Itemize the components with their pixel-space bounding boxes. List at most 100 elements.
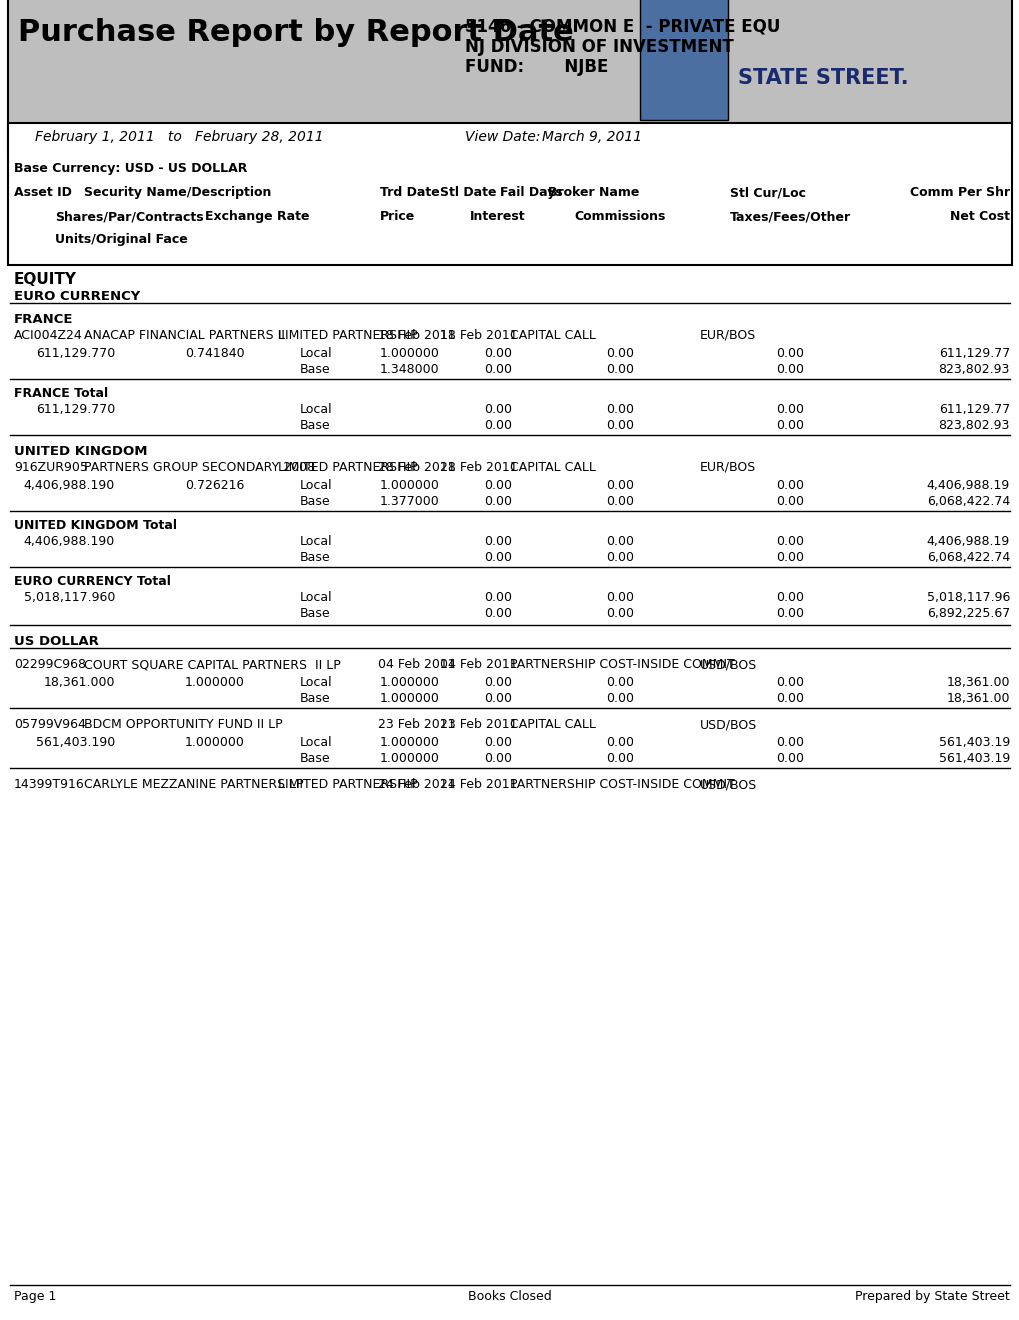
Text: LIMITED PARTNERSHIP: LIMITED PARTNERSHIP	[278, 329, 417, 342]
Text: Page 1: Page 1	[14, 1290, 56, 1303]
Text: February 1, 2011   to   February 28, 2011: February 1, 2011 to February 28, 2011	[35, 129, 323, 144]
Text: EQUITY: EQUITY	[14, 272, 76, 286]
Text: 18,361.000: 18,361.000	[44, 676, 115, 689]
Text: 0.00: 0.00	[775, 591, 803, 605]
Text: STATE STREET.: STATE STREET.	[738, 69, 908, 88]
Text: 04 Feb 2011: 04 Feb 2011	[439, 657, 517, 671]
Text: View Date:: View Date:	[465, 129, 540, 144]
Text: 823,802.93: 823,802.93	[937, 418, 1009, 432]
Text: 18,361.00: 18,361.00	[946, 692, 1009, 705]
Text: Base: Base	[300, 752, 330, 766]
Text: 1.377000: 1.377000	[380, 495, 439, 508]
Text: Local: Local	[300, 479, 332, 492]
Text: Net Cost: Net Cost	[949, 210, 1009, 223]
Text: 0.00: 0.00	[484, 752, 512, 766]
Text: EURO CURRENCY Total: EURO CURRENCY Total	[14, 576, 171, 587]
Text: 0.00: 0.00	[775, 363, 803, 376]
Text: 0.00: 0.00	[775, 418, 803, 432]
Text: 0.00: 0.00	[605, 737, 634, 748]
Text: 6,068,422.74: 6,068,422.74	[926, 550, 1009, 564]
Text: 1.000000: 1.000000	[380, 347, 439, 360]
Text: Prepared by State Street: Prepared by State Street	[854, 1290, 1009, 1303]
Text: Asset ID: Asset ID	[14, 186, 71, 199]
Text: 0.741840: 0.741840	[184, 347, 245, 360]
Text: 18,361.00: 18,361.00	[946, 676, 1009, 689]
Text: 1.000000: 1.000000	[380, 752, 439, 766]
Text: PARTNERSHIP COST-INSIDE COMMIT: PARTNERSHIP COST-INSIDE COMMIT	[510, 777, 734, 791]
Text: 0.00: 0.00	[775, 347, 803, 360]
Text: 0.00: 0.00	[775, 403, 803, 416]
Text: PARTNERS GROUP SECONDARY 2008: PARTNERS GROUP SECONDARY 2008	[84, 461, 315, 474]
Text: 6,892,225.67: 6,892,225.67	[926, 607, 1009, 620]
Text: UNITED KINGDOM: UNITED KINGDOM	[14, 445, 148, 458]
Text: 0.00: 0.00	[484, 535, 512, 548]
Text: 5146 - COMMON E  - PRIVATE EQU: 5146 - COMMON E - PRIVATE EQU	[465, 18, 780, 36]
Text: Trd Date: Trd Date	[380, 186, 439, 199]
Text: Local: Local	[300, 676, 332, 689]
Text: 0.00: 0.00	[605, 607, 634, 620]
Text: FUND:       NJBE: FUND: NJBE	[465, 58, 607, 77]
Text: 24 Feb 2011: 24 Feb 2011	[378, 777, 455, 791]
Text: Local: Local	[300, 347, 332, 360]
Text: EUR/BOS: EUR/BOS	[699, 461, 755, 474]
Text: UNITED KINGDOM Total: UNITED KINGDOM Total	[14, 519, 177, 532]
Text: USD/BOS: USD/BOS	[699, 718, 756, 731]
Text: 1.000000: 1.000000	[184, 737, 245, 748]
Text: LIMITED PARTNERSHIP: LIMITED PARTNERSHIP	[278, 777, 417, 791]
Text: 0.00: 0.00	[605, 550, 634, 564]
Text: 0.00: 0.00	[605, 403, 634, 416]
Text: USD/BOS: USD/BOS	[699, 657, 756, 671]
Text: 823,802.93: 823,802.93	[937, 363, 1009, 376]
Text: Purchase Report by Report Date: Purchase Report by Report Date	[18, 18, 574, 48]
Text: March 9, 2011: March 9, 2011	[541, 129, 642, 144]
Text: Interest: Interest	[470, 210, 526, 223]
Text: 28 Feb 2011: 28 Feb 2011	[439, 461, 517, 474]
Text: 14399T916: 14399T916	[14, 777, 85, 791]
Text: Local: Local	[300, 591, 332, 605]
Text: Base: Base	[300, 495, 330, 508]
Text: 0.00: 0.00	[484, 676, 512, 689]
Text: 561,403.19: 561,403.19	[937, 752, 1009, 766]
Text: Base: Base	[300, 418, 330, 432]
Text: 02299C968: 02299C968	[14, 657, 86, 671]
Text: BDCM OPPORTUNITY FUND II LP: BDCM OPPORTUNITY FUND II LP	[84, 718, 282, 731]
Text: Taxes/Fees/Other: Taxes/Fees/Other	[729, 210, 850, 223]
Text: 1.000000: 1.000000	[380, 692, 439, 705]
Text: 0.00: 0.00	[484, 550, 512, 564]
Text: 0.00: 0.00	[605, 495, 634, 508]
Text: Exchange Rate: Exchange Rate	[205, 210, 309, 223]
Text: Local: Local	[300, 403, 332, 416]
Text: 4,406,988.19: 4,406,988.19	[926, 479, 1009, 492]
Text: 28 Feb 2011: 28 Feb 2011	[378, 461, 455, 474]
Text: ACI004Z24: ACI004Z24	[14, 329, 83, 342]
Text: 18 Feb 2011: 18 Feb 2011	[439, 329, 517, 342]
Text: 0.00: 0.00	[484, 591, 512, 605]
Text: 0.00: 0.00	[775, 676, 803, 689]
Text: 0.00: 0.00	[605, 535, 634, 548]
Text: Security Name/Description: Security Name/Description	[84, 186, 271, 199]
Text: 4,406,988.190: 4,406,988.190	[23, 535, 115, 548]
Text: 0.00: 0.00	[484, 418, 512, 432]
Text: 1.000000: 1.000000	[380, 479, 439, 492]
Text: COURT SQUARE CAPITAL PARTNERS  II LP: COURT SQUARE CAPITAL PARTNERS II LP	[84, 657, 340, 671]
Text: 0.00: 0.00	[775, 535, 803, 548]
Text: 0.00: 0.00	[484, 692, 512, 705]
Text: 0.00: 0.00	[484, 403, 512, 416]
Text: 0.00: 0.00	[605, 591, 634, 605]
Text: 0.00: 0.00	[484, 737, 512, 748]
Text: 0.00: 0.00	[775, 479, 803, 492]
Text: 561,403.190: 561,403.190	[36, 737, 115, 748]
Text: 611,129.770: 611,129.770	[36, 403, 115, 416]
Text: 5,018,117.960: 5,018,117.960	[23, 591, 115, 605]
Text: 04 Feb 2011: 04 Feb 2011	[378, 657, 455, 671]
Text: Commissions: Commissions	[574, 210, 665, 223]
Text: 18 Feb 2011: 18 Feb 2011	[378, 329, 455, 342]
Text: Base: Base	[300, 607, 330, 620]
Text: Broker Name: Broker Name	[547, 186, 639, 199]
Text: 6,068,422.74: 6,068,422.74	[926, 495, 1009, 508]
Text: 0.00: 0.00	[775, 607, 803, 620]
Text: NJ DIVISION OF INVESTMENT: NJ DIVISION OF INVESTMENT	[465, 38, 733, 55]
Text: CARLYLE MEZZANINE PARTNERS LP: CARLYLE MEZZANINE PARTNERS LP	[84, 777, 304, 791]
Text: 0.726216: 0.726216	[184, 479, 245, 492]
Text: 1.000000: 1.000000	[380, 676, 439, 689]
